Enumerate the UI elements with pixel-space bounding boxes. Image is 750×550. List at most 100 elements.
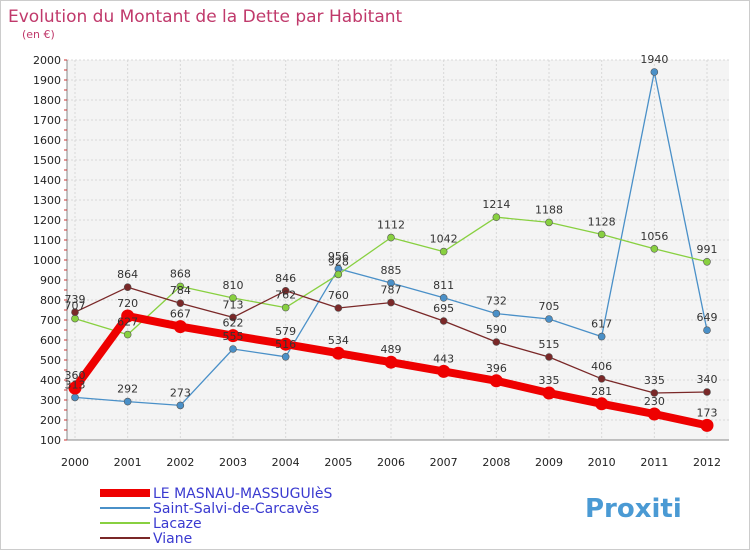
data-label: 811 bbox=[433, 279, 454, 292]
y-tick-label: 300 bbox=[40, 394, 61, 407]
data-point bbox=[545, 218, 553, 227]
data-label: 340 bbox=[697, 373, 718, 386]
data-point bbox=[703, 257, 711, 266]
data-label: 991 bbox=[697, 243, 718, 256]
data-point bbox=[173, 320, 187, 334]
data-label: 695 bbox=[433, 302, 454, 315]
data-point bbox=[703, 388, 711, 396]
data-point bbox=[279, 337, 293, 351]
brand-logo: Proxiti bbox=[585, 494, 682, 524]
data-label: 720 bbox=[117, 297, 138, 310]
legend: LE MASNAU-MASSUGUIèSSaint-Salvi-de-Carca… bbox=[100, 486, 333, 547]
data-point bbox=[542, 386, 556, 400]
y-tick-label: 1800 bbox=[33, 94, 61, 107]
data-point bbox=[384, 355, 398, 369]
data-label: 292 bbox=[117, 383, 138, 396]
data-label: 313 bbox=[65, 378, 86, 391]
data-label: 707 bbox=[65, 300, 86, 313]
data-label: 956 bbox=[328, 250, 349, 263]
data-point bbox=[229, 294, 237, 302]
data-label: 868 bbox=[170, 267, 191, 280]
svg-text:Proxiti: Proxiti bbox=[585, 494, 682, 524]
data-point bbox=[489, 374, 503, 388]
y-tick-label: 400 bbox=[40, 374, 61, 387]
data-label: 590 bbox=[486, 323, 507, 336]
data-label: 1128 bbox=[588, 215, 616, 228]
data-label: 335 bbox=[644, 374, 665, 387]
y-tick-label: 700 bbox=[40, 314, 61, 327]
data-label: 360 bbox=[65, 369, 86, 382]
data-label: 739 bbox=[65, 293, 86, 306]
x-tick-label: 2012 bbox=[693, 456, 721, 469]
data-label: 846 bbox=[275, 272, 296, 285]
legend-label: LE MASNAU-MASSUGUIèS bbox=[153, 486, 333, 502]
data-point bbox=[597, 332, 606, 341]
data-labels: 313 292 273 555 516 956 885 811 732 705 617 1940 649… bbox=[65, 53, 718, 419]
data-point bbox=[229, 313, 237, 322]
data-label: 1112 bbox=[377, 219, 405, 232]
data-point bbox=[121, 309, 135, 323]
data-label: 617 bbox=[591, 318, 612, 331]
data-label: 579 bbox=[275, 325, 296, 338]
y-tick-label: 1900 bbox=[33, 74, 61, 87]
data-label: 627 bbox=[117, 316, 138, 329]
data-label: 406 bbox=[591, 360, 612, 373]
data-label: 173 bbox=[697, 406, 718, 419]
data-label: 396 bbox=[486, 362, 507, 375]
y-tick-label: 2000 bbox=[33, 54, 61, 67]
data-label: 273 bbox=[170, 386, 191, 399]
data-label: 732 bbox=[486, 295, 507, 308]
data-point bbox=[700, 418, 714, 432]
y-tick-label: 1000 bbox=[33, 254, 61, 267]
data-label: 784 bbox=[170, 284, 191, 297]
data-label: 810 bbox=[223, 279, 244, 292]
data-point bbox=[597, 374, 606, 383]
series-group bbox=[68, 68, 714, 432]
y-tick-label: 1300 bbox=[33, 194, 61, 207]
data-point bbox=[597, 230, 606, 239]
y-tick-label: 1200 bbox=[33, 214, 61, 227]
x-tick-label: 2003 bbox=[219, 456, 247, 469]
data-label: 649 bbox=[697, 311, 718, 324]
x-tick-label: 2001 bbox=[114, 456, 142, 469]
data-point bbox=[703, 326, 711, 335]
y-tick-label: 100 bbox=[40, 434, 61, 447]
data-point bbox=[595, 397, 609, 411]
x-tick-label: 2008 bbox=[482, 456, 510, 469]
x-tick-label: 2007 bbox=[430, 456, 458, 469]
legend-label: Lacaze bbox=[153, 516, 202, 532]
y-tick-label: 1700 bbox=[33, 114, 61, 127]
chart-title: Evolution du Montant de la Dette par Hab… bbox=[8, 7, 403, 27]
y-tick-label: 800 bbox=[40, 294, 61, 307]
chart-subtitle: (en €) bbox=[22, 28, 55, 41]
data-point bbox=[176, 401, 185, 410]
legend-label: Viane bbox=[153, 531, 192, 547]
data-label: 622 bbox=[223, 317, 244, 330]
plot-area bbox=[67, 60, 729, 440]
x-tick-label: 2009 bbox=[535, 456, 563, 469]
data-label: 443 bbox=[433, 352, 454, 365]
data-label: 885 bbox=[381, 264, 402, 277]
data-label: 705 bbox=[539, 300, 560, 313]
data-label: 555 bbox=[223, 330, 244, 343]
data-label: 864 bbox=[117, 268, 138, 281]
y-tick-label: 1400 bbox=[33, 174, 61, 187]
data-point bbox=[650, 245, 659, 253]
y-tick-label: 600 bbox=[40, 334, 61, 347]
data-label: 516 bbox=[275, 338, 296, 351]
data-point bbox=[647, 407, 661, 421]
data-point bbox=[229, 345, 237, 353]
data-point bbox=[387, 298, 395, 307]
data-point bbox=[123, 283, 132, 292]
data-label: 335 bbox=[539, 374, 560, 387]
data-label: 534 bbox=[328, 334, 349, 347]
x-tick-label: 2011 bbox=[640, 456, 668, 469]
data-point bbox=[387, 279, 395, 287]
data-label: 1188 bbox=[535, 203, 563, 216]
data-point bbox=[281, 352, 290, 361]
y-tick-label: 900 bbox=[40, 274, 61, 287]
data-label: 667 bbox=[170, 308, 191, 321]
x-tick-label: 2010 bbox=[588, 456, 616, 469]
data-point bbox=[71, 308, 79, 317]
